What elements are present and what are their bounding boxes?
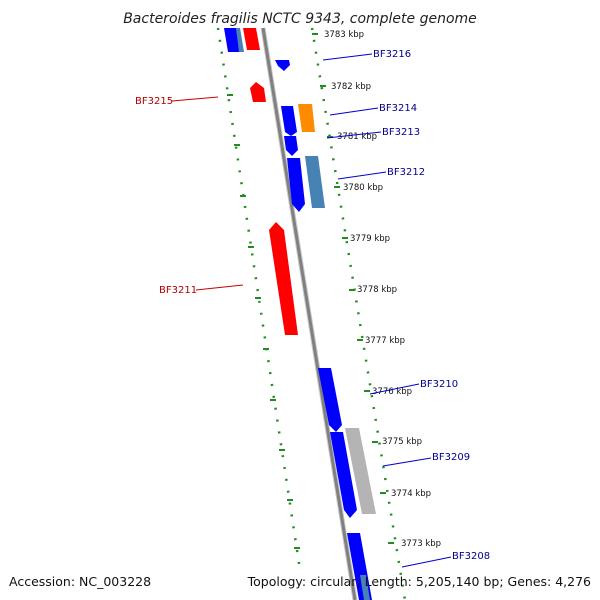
genome-summary-label: Topology: circular; Length: 5,205,140 bp… [247, 574, 591, 589]
gene-bottom-steelblue [360, 575, 370, 600]
scale-label: 3777 kbp [365, 336, 405, 346]
gene-label-BF3216: BF3216 [373, 49, 411, 60]
gene-BF3214-adjacent [298, 104, 315, 132]
scale-label: 3779 kbp [350, 234, 390, 244]
gene-BF3214 [281, 106, 297, 136]
gene-top-steelblue [236, 28, 244, 52]
left-rail-major-ticks [227, 94, 300, 549]
scale-label: 3781 kbp [337, 132, 377, 142]
gene-label-BF3211: BF3211 [159, 285, 197, 296]
gene-BF3215 [250, 82, 266, 102]
genome-backbone [261, 27, 357, 600]
scale-label: 3776 kbp [372, 387, 412, 397]
scale-label: 3780 kbp [343, 183, 383, 193]
accession-label: Accession: NC_003228 [9, 574, 151, 589]
scale-label: 3778 kbp [357, 285, 397, 295]
gene-label-BF3215: BF3215 [135, 96, 173, 107]
gene-BF3209-adjacent [345, 428, 376, 514]
scale-label: 3783 kbp [324, 30, 364, 40]
gene-BF3216 [275, 60, 290, 71]
scale-label: 3773 kbp [401, 539, 441, 549]
scale-label: 3774 kbp [391, 489, 431, 499]
gene-labels: BF3216 BF3215 BF3214 BF3213 BF3212 BF321… [135, 49, 490, 562]
gene-label-BF3213: BF3213 [382, 127, 420, 138]
gene-label-BF3212: BF3212 [387, 167, 425, 178]
gene-label-BF3210: BF3210 [420, 379, 458, 390]
gene-top-red [243, 28, 260, 50]
gene-label-BF3214: BF3214 [379, 103, 417, 114]
scale-label: 3782 kbp [331, 82, 371, 92]
gene-label-BF3208: BF3208 [452, 551, 490, 562]
gene-BF3210 [318, 368, 342, 432]
scale-label: 3775 kbp [382, 437, 422, 447]
map-title: Bacteroides fragilis NCTC 9343, complete… [123, 11, 477, 27]
gene-BF3209 [330, 432, 357, 518]
outer-outline-right [310, 27, 407, 600]
scale-labels: 3783 kbp 3782 kbp 3781 kbp 3780 kbp 3779… [324, 30, 441, 549]
gene-BF3211 [269, 222, 298, 335]
outer-outline-left [216, 27, 302, 571]
gene-BF3213 [284, 136, 298, 156]
gene-label-leaders [171, 53, 452, 568]
gene-BF3212 [287, 158, 305, 212]
gene-label-BF3209: BF3209 [432, 452, 470, 463]
gene-BF3212-adjacent [305, 156, 325, 208]
gene-top-blue [224, 28, 240, 52]
